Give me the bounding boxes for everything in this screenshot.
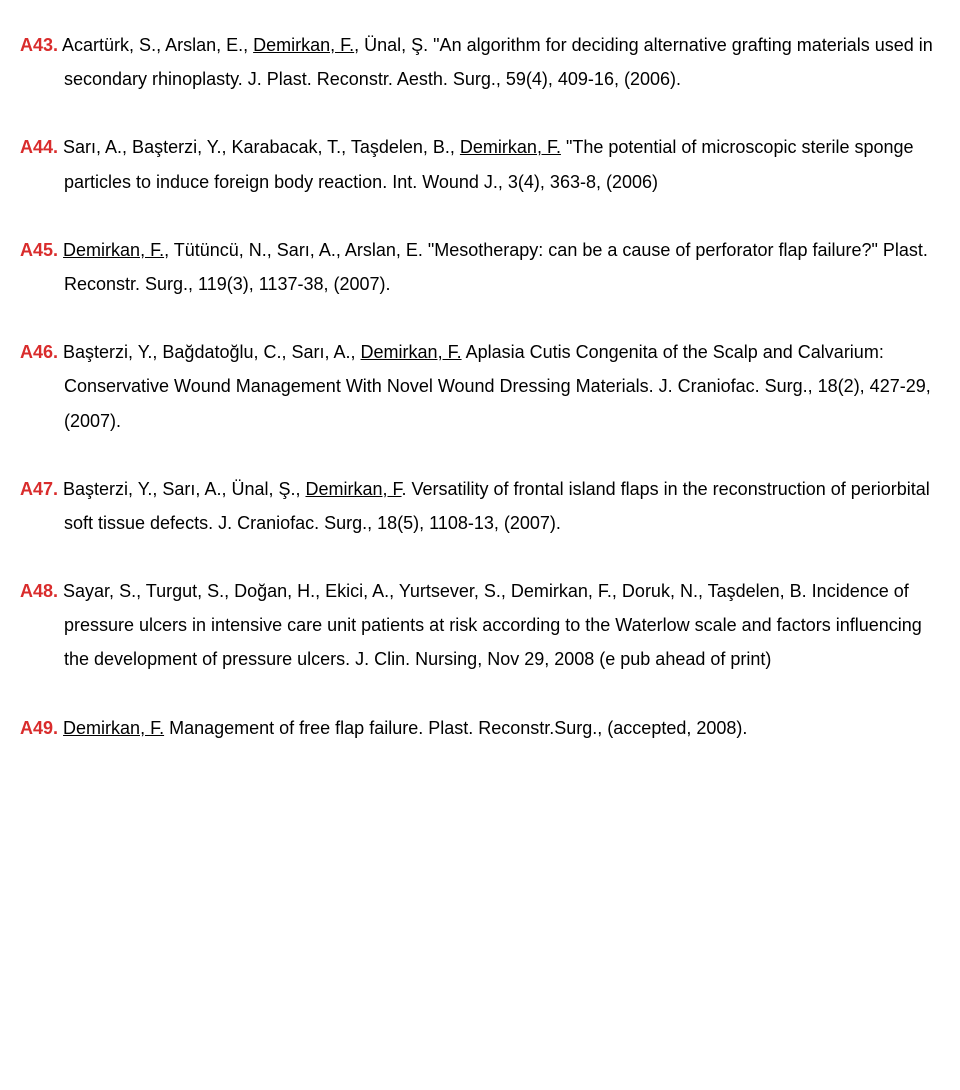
reference-entry: A44. Sarı, A., Başterzi, Y., Karabacak, … <box>20 130 940 198</box>
reference-entry: A48. Sayar, S., Turgut, S., Doğan, H., E… <box>20 574 940 677</box>
reference-text: Sayar, S., Turgut, S., Doğan, H., Ekici,… <box>58 581 922 669</box>
reference-id: A45. <box>20 240 58 260</box>
reference-entry: A49. Demirkan, F. Management of free fla… <box>20 711 940 745</box>
reference-text: Acartürk, S., Arslan, E., <box>58 35 253 55</box>
reference-id: A43. <box>20 35 58 55</box>
reference-text: Başterzi, Y., Bağdatoğlu, C., Sarı, A., <box>58 342 361 362</box>
highlighted-author: Demirkan, F. <box>460 137 561 157</box>
reference-entry: A47. Başterzi, Y., Sarı, A., Ünal, Ş., D… <box>20 472 940 540</box>
reference-id: A47. <box>20 479 58 499</box>
reference-text: Sarı, A., Başterzi, Y., Karabacak, T., T… <box>58 137 460 157</box>
reference-text: Management of free flap failure. Plast. … <box>164 718 747 738</box>
highlighted-author: Demirkan, F. <box>63 240 164 260</box>
reference-text: , Tütüncü, N., Sarı, A., Arslan, E. "Mes… <box>64 240 928 294</box>
reference-entry: A43. Acartürk, S., Arslan, E., Demirkan,… <box>20 28 940 96</box>
reference-id: A44. <box>20 137 58 157</box>
reference-id: A48. <box>20 581 58 601</box>
highlighted-author: Demirkan, F <box>305 479 401 499</box>
highlighted-author: Demirkan, F. <box>361 342 462 362</box>
highlighted-author: Demirkan, F. <box>63 718 164 738</box>
reference-id: A49. <box>20 718 58 738</box>
highlighted-author: Demirkan, F. <box>253 35 354 55</box>
reference-entry: A46. Başterzi, Y., Bağdatoğlu, C., Sarı,… <box>20 335 940 438</box>
reference-entry: A45. Demirkan, F., Tütüncü, N., Sarı, A.… <box>20 233 940 301</box>
reference-text: Başterzi, Y., Sarı, A., Ünal, Ş., <box>58 479 305 499</box>
reference-id: A46. <box>20 342 58 362</box>
